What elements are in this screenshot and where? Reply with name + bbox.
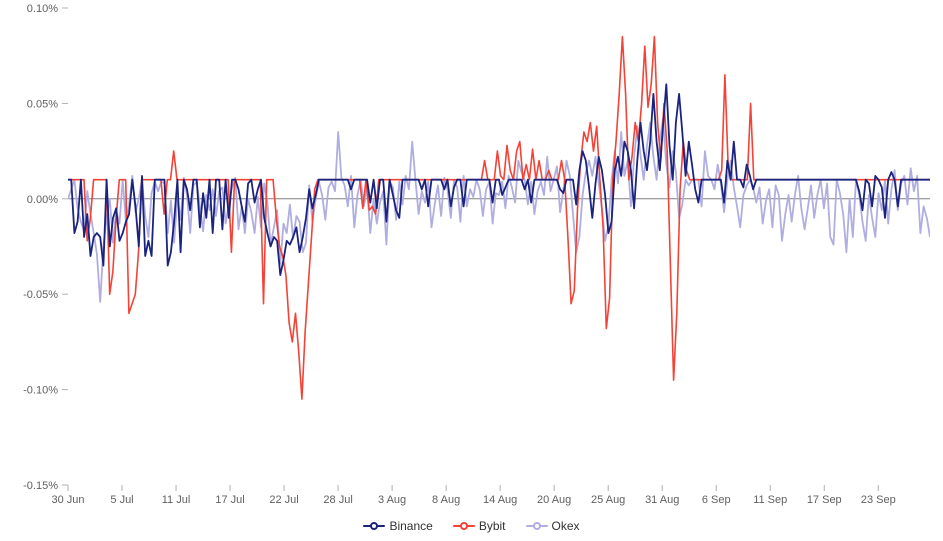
legend-label: Okex — [552, 519, 580, 533]
legend-label: Bybit — [479, 519, 506, 533]
svg-text:28 Jul: 28 Jul — [323, 494, 352, 506]
legend-item-binance[interactable]: Binance — [363, 519, 432, 533]
svg-text:23 Sep: 23 Sep — [861, 494, 896, 506]
svg-text:25 Aug: 25 Aug — [591, 494, 625, 506]
svg-text:17 Jul: 17 Jul — [215, 494, 244, 506]
series-okex — [68, 119, 930, 302]
svg-text:0.00%: 0.00% — [27, 194, 58, 206]
series-bybit — [68, 37, 930, 400]
svg-text:3 Aug: 3 Aug — [378, 494, 406, 506]
svg-text:11 Jul: 11 Jul — [162, 494, 191, 506]
svg-text:31 Aug: 31 Aug — [645, 494, 679, 506]
legend-label: Binance — [389, 519, 432, 533]
svg-text:22 Jul: 22 Jul — [269, 494, 298, 506]
svg-text:8 Aug: 8 Aug — [432, 494, 460, 506]
svg-text:-0.15%: -0.15% — [23, 480, 58, 492]
chart-svg: -0.15% -0.10% -0.05% 0.00% 0.05% 0.10% 30 Jun 5… — [0, 0, 943, 541]
svg-text:14 Aug: 14 Aug — [483, 494, 517, 506]
svg-text:30 Jun: 30 Jun — [51, 494, 84, 506]
svg-text:20 Aug: 20 Aug — [537, 494, 571, 506]
svg-text:-0.10%: -0.10% — [23, 385, 58, 397]
svg-text:11 Sep: 11 Sep — [753, 494, 787, 506]
legend: Binance Bybit Okex — [0, 514, 943, 533]
funding-rate-chart: -0.15% -0.10% -0.05% 0.00% 0.05% 0.10% 30 Jun 5… — [0, 0, 943, 541]
legend-item-bybit[interactable]: Bybit — [453, 519, 506, 533]
svg-text:0.05%: 0.05% — [27, 98, 58, 110]
svg-text:-0.05%: -0.05% — [23, 289, 58, 301]
series-binance — [68, 84, 930, 275]
svg-text:17 Sep: 17 Sep — [807, 494, 842, 506]
svg-text:0.10%: 0.10% — [27, 3, 58, 15]
svg-text:6 Sep: 6 Sep — [702, 494, 731, 506]
legend-item-okex[interactable]: Okex — [526, 519, 580, 533]
svg-text:5 Jul: 5 Jul — [110, 494, 133, 506]
